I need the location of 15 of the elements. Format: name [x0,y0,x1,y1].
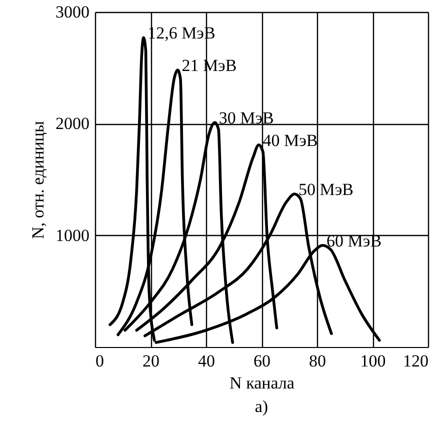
x-tick-label: 60 [254,352,270,370]
x-tick-label: 40 [198,352,215,370]
x-axis-title: N канала [230,374,295,392]
series-label: 40 МэВ [262,130,318,150]
x-tick-label: 80 [309,352,326,370]
y-tick-label: 2000 [56,114,90,134]
x-tick-label: 120 [403,352,428,370]
x-tick-label: 0 [96,352,104,370]
series-label: 50 МэВ [298,180,354,200]
text: а) [254,397,268,416]
y-tick-label: 3000 [56,2,90,22]
y-tick-label: 1000 [56,226,90,245]
y-axis-title: N, отн. единицы [28,120,48,239]
x-tick-label: 100 [360,352,386,370]
x-tick-label: 20 [142,352,160,370]
